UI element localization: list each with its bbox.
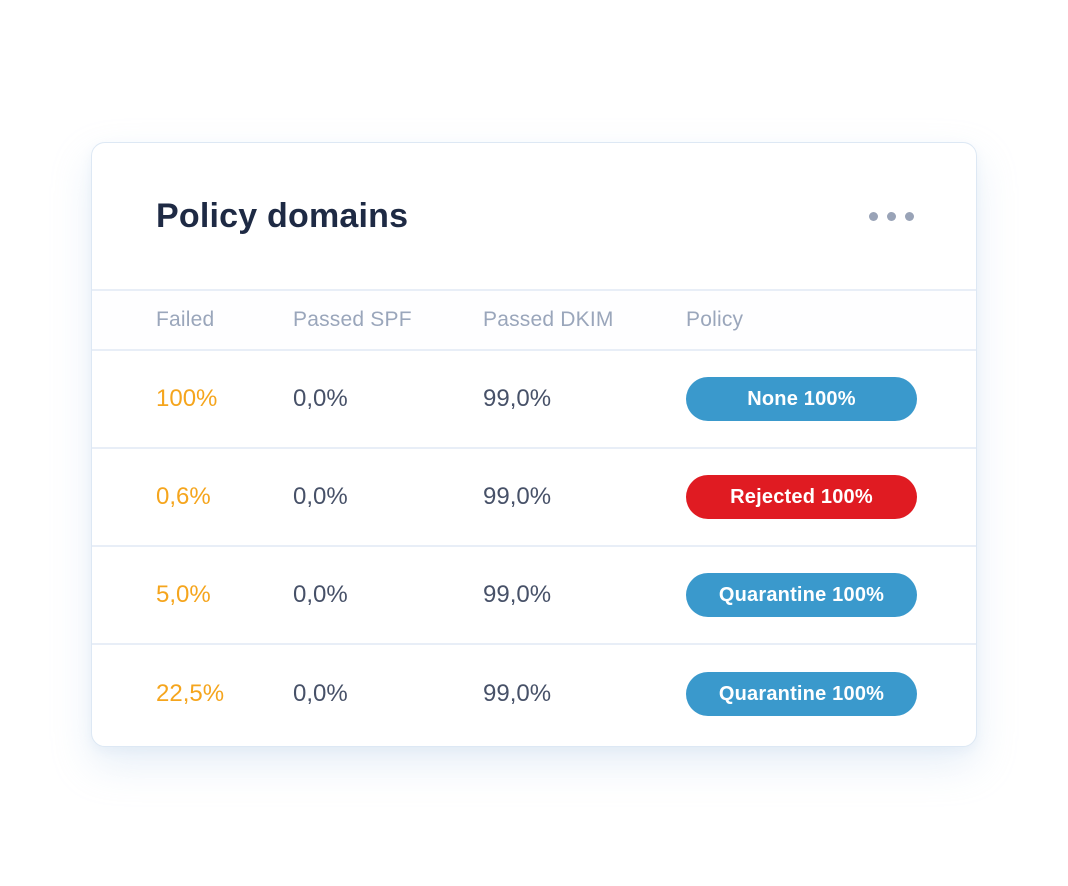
cell-passed-spf: 0,0% bbox=[293, 581, 348, 608]
cell-passed-dkim: 99,0% bbox=[483, 581, 552, 608]
cell-policy: Quarantine 100% bbox=[686, 573, 917, 617]
column-header-passed-dkim: Passed DKIM bbox=[483, 308, 614, 331]
cell-passed-dkim: 99,0% bbox=[483, 680, 552, 707]
card-header: Policy domains bbox=[92, 143, 976, 289]
table-row: 100% 0,0% 99,0% None 100% bbox=[92, 351, 976, 449]
table-row: 0,6% 0,0% 99,0% Rejected 100% bbox=[92, 449, 976, 547]
policy-domains-card: Policy domains Failed Passed SPF Passed … bbox=[91, 142, 977, 747]
cell-failed: 22,5% bbox=[156, 680, 225, 707]
table-body: 100% 0,0% 99,0% None 100% 0,6% 0,0% 99,0% Rejec… bbox=[92, 351, 976, 743]
table-row: 22,5% 0,0% 99,0% Quarantine 100% bbox=[92, 645, 976, 743]
ellipsis-menu-icon[interactable] bbox=[867, 206, 916, 227]
policy-status-badge[interactable]: None 100% bbox=[686, 377, 917, 421]
cell-failed: 0,6% bbox=[156, 483, 211, 510]
cell-passed-spf: 0,0% bbox=[293, 483, 348, 510]
column-header-passed-spf: Passed SPF bbox=[293, 308, 412, 331]
cell-passed-dkim: 99,0% bbox=[483, 385, 552, 412]
cell-passed-spf: 0,0% bbox=[293, 385, 348, 412]
column-header-failed: Failed bbox=[156, 308, 215, 331]
policy-status-badge[interactable]: Quarantine 100% bbox=[686, 672, 917, 716]
ellipsis-dot bbox=[887, 211, 896, 221]
cell-policy: Rejected 100% bbox=[686, 475, 917, 519]
ellipsis-dot bbox=[869, 211, 878, 221]
cell-policy: None 100% bbox=[686, 377, 917, 421]
cell-policy: Quarantine 100% bbox=[686, 672, 917, 716]
page-title: Policy domains bbox=[156, 196, 409, 235]
table-header-row: Failed Passed SPF Passed DKIM Policy bbox=[92, 289, 976, 351]
cell-failed: 5,0% bbox=[156, 581, 211, 608]
cell-passed-spf: 0,0% bbox=[293, 680, 348, 707]
policy-status-badge[interactable]: Rejected 100% bbox=[686, 475, 917, 519]
table-row: 5,0% 0,0% 99,0% Quarantine 100% bbox=[92, 547, 976, 645]
cell-failed: 100% bbox=[156, 385, 218, 412]
policy-status-badge[interactable]: Quarantine 100% bbox=[686, 573, 917, 617]
cell-passed-dkim: 99,0% bbox=[483, 483, 552, 510]
column-header-policy: Policy bbox=[686, 308, 744, 331]
ellipsis-dot bbox=[905, 211, 914, 221]
